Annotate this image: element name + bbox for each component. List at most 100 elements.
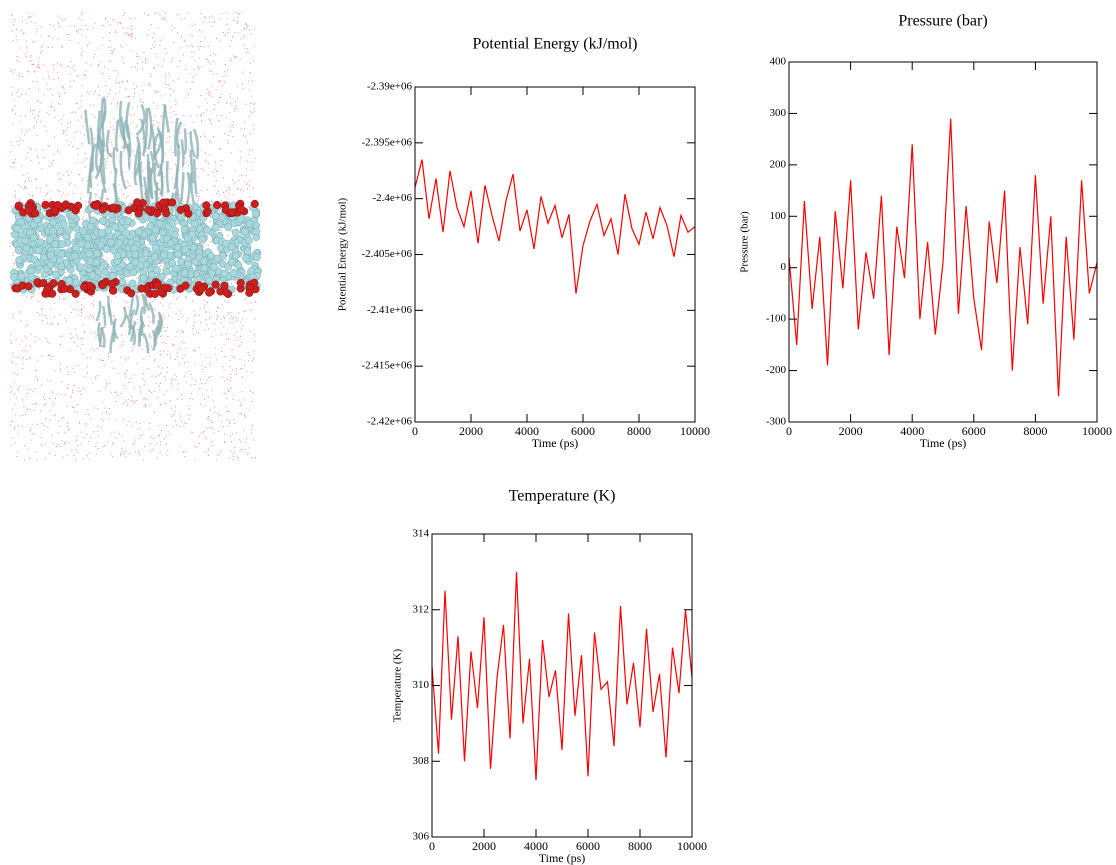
water-dot [122,57,123,58]
water-dot [223,316,224,317]
water-dot [64,92,65,93]
protein-ribbon [108,296,109,316]
water-dot [55,398,56,399]
data-line [789,119,1097,397]
water-dot [22,401,23,402]
water-dot [137,429,138,430]
water-dot [156,383,157,384]
water-dot [11,243,12,244]
water-dot [108,68,109,69]
water-dot [66,320,67,321]
water-dot [16,29,17,30]
protein-ribbon [116,120,118,152]
water-dot [244,136,245,137]
water-dot [143,359,144,360]
water-dot [102,73,103,74]
head-group [237,206,245,214]
lipid-atom [181,246,188,253]
water-dot [116,156,117,157]
water-dot [68,371,69,372]
water-dot [164,438,165,439]
water-dot [32,296,33,297]
water-dot [46,130,47,131]
water-dot [211,441,212,442]
water-dot [17,374,18,375]
water-dot [29,194,30,195]
water-dot [139,119,140,120]
water-dot [116,297,117,298]
water-dot [215,161,216,162]
water-dot [38,301,39,302]
water-dot [171,122,172,123]
water-dot [31,55,32,56]
water-dot [149,391,150,392]
head-group [110,287,118,295]
water-dot [235,57,236,58]
water-dot [41,445,42,446]
water-dot [35,150,36,151]
water-dot [14,105,15,106]
water-dot [112,52,113,53]
water-dot [253,440,254,441]
water-dot [59,120,60,121]
water-dot [154,412,155,413]
water-dot [29,129,30,130]
water-dot [229,29,230,30]
water-dot [89,43,90,44]
water-dot [16,338,17,339]
water-dot [54,303,55,304]
water-dot [38,115,39,116]
water-dot [90,65,91,66]
water-dot [136,53,137,54]
water-dot [234,110,235,111]
water-dot [201,114,202,115]
water-dot [63,87,64,88]
water-dot [248,352,249,353]
water-dot [198,177,199,178]
water-dot [120,357,121,358]
water-dot [208,377,209,378]
water-dot [111,324,112,325]
lipid-atom [199,236,206,243]
water-dot [27,102,28,103]
water-dot [61,381,62,382]
water-dot [234,335,235,336]
lipid-atom [10,273,17,280]
water-dot [73,193,74,194]
water-dot [237,21,238,22]
water-dot [246,371,247,372]
water-dot [136,422,137,423]
water-dot [71,61,72,62]
water-dot [199,315,200,316]
water-dot [164,177,165,178]
water-dot [61,123,62,124]
water-dot [237,17,238,18]
water-dot [150,321,151,322]
water-dot [87,91,88,92]
lipid-atom [58,263,65,270]
water-dot [59,178,60,179]
lipid-atom [172,265,179,272]
water-dot [221,304,222,305]
water-dot [38,66,39,67]
water-dot [254,111,255,112]
water-dot [12,110,13,111]
water-dot [173,426,174,427]
lipid-atom [98,229,105,236]
water-dot [75,273,76,274]
water-dot [50,199,51,200]
water-dot [184,18,185,19]
water-dot [120,453,121,454]
water-dot [93,301,94,302]
water-dot [192,300,193,301]
water-dot [153,103,154,104]
water-dot [97,408,98,409]
water-dot [93,348,94,349]
water-dot [98,436,99,437]
water-dot [16,363,17,364]
y-tick-label: 308 [413,755,430,767]
water-dot [39,163,40,164]
water-dot [254,102,255,103]
water-dot [15,404,16,405]
water-dot [188,164,189,165]
